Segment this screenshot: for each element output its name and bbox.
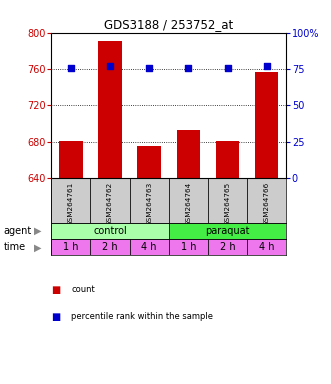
Bar [247,178,286,223]
Text: GSM264765: GSM264765 [224,182,231,226]
Point [68,65,73,71]
Text: 2 h: 2 h [220,242,235,252]
Text: GSM264763: GSM264763 [146,182,152,226]
Text: ■: ■ [51,312,61,322]
Bar [177,130,200,178]
Bar [51,178,90,223]
Text: count: count [71,285,95,295]
Bar [90,239,130,255]
Text: 1 h: 1 h [63,242,79,252]
Text: control: control [93,226,127,236]
Point [264,63,269,69]
Text: percentile rank within the sample: percentile rank within the sample [71,312,213,321]
Bar [247,239,286,255]
Text: paraquat: paraquat [205,226,250,236]
Text: time: time [3,242,25,252]
Text: 4 h: 4 h [259,242,274,252]
Text: 1 h: 1 h [181,242,196,252]
Point [225,65,230,71]
Bar [130,178,169,223]
Bar [130,239,169,255]
Bar [51,239,90,255]
Bar [137,146,161,178]
Text: 2 h: 2 h [102,242,118,252]
Text: ▶: ▶ [34,242,42,252]
Bar [169,178,208,223]
Bar [208,239,247,255]
Bar [59,141,83,178]
Point [147,65,152,71]
Text: GSM264761: GSM264761 [68,182,74,226]
Bar [255,72,278,178]
Text: GSM264766: GSM264766 [264,182,270,226]
Text: ■: ■ [51,285,61,295]
Bar [98,41,122,178]
Bar [208,178,247,223]
Text: agent: agent [3,226,31,236]
Text: ▶: ▶ [34,226,42,236]
Point [186,65,191,71]
Bar [216,141,239,178]
Text: 4 h: 4 h [141,242,157,252]
Point [107,63,113,69]
Text: GSM264764: GSM264764 [185,182,191,226]
Bar [90,178,130,223]
Bar [169,239,208,255]
Bar [51,223,169,239]
Text: GSM264762: GSM264762 [107,182,113,226]
Bar [169,223,286,239]
Title: GDS3188 / 253752_at: GDS3188 / 253752_at [104,18,233,31]
